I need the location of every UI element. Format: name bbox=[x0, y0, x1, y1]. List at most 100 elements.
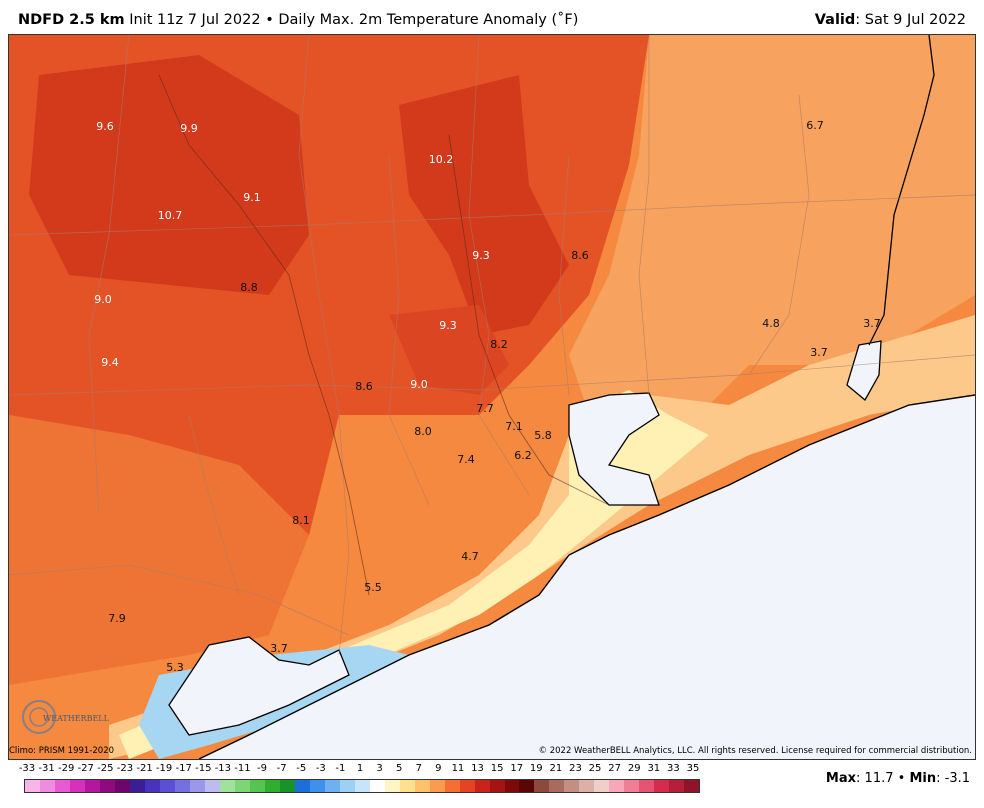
colorbar-swatch bbox=[474, 780, 490, 792]
colorbar-tick-label: 33 bbox=[667, 763, 680, 774]
colorbar-swatch bbox=[459, 780, 475, 792]
colorbar-tick-label: 5 bbox=[395, 763, 403, 774]
colorbar-swatch bbox=[309, 780, 325, 792]
colorbar-swatch bbox=[159, 780, 175, 792]
colorbar-swatch bbox=[189, 780, 205, 792]
colorbar-swatch bbox=[369, 780, 385, 792]
coastline bbox=[198, 394, 975, 759]
anomaly-value-label: 8.2 bbox=[490, 338, 508, 351]
anomaly-value-label: 4.7 bbox=[461, 550, 479, 563]
colorbar-swatch bbox=[579, 780, 595, 792]
anomaly-value-label: 9.4 bbox=[101, 356, 119, 369]
colorbar-swatch bbox=[39, 780, 55, 792]
anomaly-value-label: 3.7 bbox=[810, 346, 828, 359]
anomaly-value-label: 3.7 bbox=[863, 317, 881, 330]
colorbar-tick-label: -5 bbox=[296, 763, 307, 774]
anomaly-value-label: 8.1 bbox=[292, 514, 310, 527]
anomaly-value-label: 8.8 bbox=[240, 281, 258, 294]
colorbar-tick-label: 21 bbox=[549, 763, 563, 774]
anomaly-value-label: 10.7 bbox=[158, 209, 183, 222]
colorbar-swatch bbox=[519, 780, 535, 792]
colorbar-tick-label: 35 bbox=[686, 763, 700, 774]
county-boundaries bbox=[9, 35, 975, 656]
colorbar-tick-label: -25 bbox=[97, 763, 114, 774]
colorbar-tick-label: 13 bbox=[471, 763, 484, 774]
product-name: NDFD 2.5 km bbox=[18, 12, 125, 28]
colorbar-tick-label: -17 bbox=[175, 763, 192, 774]
colorbar-swatch bbox=[294, 780, 310, 792]
colorbar-swatch bbox=[204, 780, 220, 792]
colorbar-tick-label: -3 bbox=[315, 763, 326, 774]
colorbar-tick-label: 27 bbox=[608, 763, 622, 774]
colorbar-swatch bbox=[669, 780, 685, 792]
colorbar-swatch bbox=[534, 780, 550, 792]
map-header: NDFD 2.5 km Init 11z 7 Jul 2022 • Daily … bbox=[0, 0, 984, 34]
colorbar-swatch bbox=[174, 780, 190, 792]
colorbar-tick-label: -31 bbox=[38, 763, 55, 774]
colorbar-swatch bbox=[684, 780, 700, 792]
colorbar-tick-label: 9 bbox=[435, 763, 442, 774]
colorbar-tick-label: -9 bbox=[257, 763, 268, 774]
colorbar-tick-label: 7 bbox=[415, 763, 422, 774]
colorbar-tick-label: 15 bbox=[490, 763, 504, 774]
colorbar-swatch bbox=[219, 780, 235, 792]
valid-label: Valid bbox=[814, 12, 856, 28]
title-separator: • bbox=[265, 12, 274, 28]
max-min-separator: • bbox=[897, 771, 906, 786]
valid-value: : Sat 9 Jul 2022 bbox=[855, 12, 966, 28]
hot-anomaly-patch bbox=[389, 305, 509, 395]
min-label: Min bbox=[909, 771, 937, 786]
colorbar-swatch bbox=[384, 780, 400, 792]
colorbar-tick-label: -27 bbox=[77, 763, 94, 774]
colorbar-tick-label: 17 bbox=[510, 763, 524, 774]
hottest-anomaly-region-2 bbox=[399, 75, 569, 335]
temperature-anomaly-map[interactable]: WEATHERBELL 9.6 9.9 10.2 6.7 9.1 10.7 9.3 8.6 9.… bbox=[8, 34, 976, 760]
colorbar-tick-label: -13 bbox=[214, 763, 232, 774]
anomaly-value-label: 3.7 bbox=[270, 642, 288, 655]
valid-time: Valid: Sat 9 Jul 2022 bbox=[815, 12, 966, 28]
colorbar-tick-label: -19 bbox=[155, 763, 173, 774]
colorbar-swatch bbox=[25, 780, 40, 792]
galveston-bay bbox=[568, 392, 660, 506]
anomaly-value-label: 7.7 bbox=[476, 402, 494, 415]
anomaly-value-label: 8.0 bbox=[414, 425, 432, 438]
colorbar-swatch bbox=[489, 780, 505, 792]
anomaly-value-label: 6.2 bbox=[514, 449, 532, 462]
colorbar-swatch bbox=[339, 780, 355, 792]
logo-text: WEATHERBELL bbox=[43, 714, 110, 723]
map-title: NDFD 2.5 km Init 11z 7 Jul 2022 • Daily … bbox=[18, 12, 578, 28]
anomaly-value-label: 4.8 bbox=[762, 317, 780, 330]
anomaly-value-label: 9.0 bbox=[410, 378, 428, 391]
colorbar-swatches bbox=[24, 779, 700, 793]
colorbar-swatch bbox=[624, 780, 640, 792]
colorbar-tick-label: -11 bbox=[234, 763, 251, 774]
state-border-sabine bbox=[868, 35, 935, 346]
anomaly-value-label: 9.3 bbox=[472, 249, 490, 262]
colorbar-swatch bbox=[54, 780, 70, 792]
anomaly-value-label: 8.6 bbox=[355, 380, 373, 393]
anomaly-value-labels: 9.6 9.9 10.2 6.7 9.1 10.7 9.3 8.6 9.0 8.8 9.3 8.2 4.… bbox=[94, 119, 881, 674]
climo-source: Climo: PRISM 1991-2020 bbox=[9, 746, 115, 756]
colorbar-swatch bbox=[549, 780, 565, 792]
colorbar-swatch bbox=[234, 780, 250, 792]
hottest-anomaly-region bbox=[29, 55, 309, 295]
field-description: Daily Max. 2m Temperature Anomaly (˚F) bbox=[278, 12, 579, 28]
colorbar-tick-label: 19 bbox=[529, 763, 543, 774]
matagorda-bay bbox=[168, 636, 350, 736]
colorbar-swatch bbox=[129, 780, 145, 792]
colorbar-tick-label: 25 bbox=[588, 763, 602, 774]
gulf-of-mexico bbox=[199, 395, 975, 759]
colorbar-tick-label: -7 bbox=[276, 763, 287, 774]
colorbar-swatch bbox=[249, 780, 265, 792]
colorbar-swatch bbox=[639, 780, 655, 792]
anomaly-value-label: 7.1 bbox=[505, 420, 523, 433]
colorbar-tick-label: 11 bbox=[451, 763, 465, 774]
init-time: Init 11z 7 Jul 2022 bbox=[129, 12, 261, 28]
colorbar-swatch bbox=[264, 780, 280, 792]
colorbar-tick-label: -1 bbox=[335, 763, 346, 774]
max-min-summary: Max: 11.7 • Min: -3.1 bbox=[826, 771, 970, 786]
anomaly-value-label: 9.6 bbox=[96, 120, 114, 133]
anomaly-value-label: 6.7 bbox=[806, 119, 824, 132]
colorbar-ticks: -33 -31 -29 -27 -25 -23 -21 -19 -17 -15 -13 -11 -9 -7… bbox=[8, 763, 708, 777]
colorbar-swatch bbox=[609, 780, 625, 792]
